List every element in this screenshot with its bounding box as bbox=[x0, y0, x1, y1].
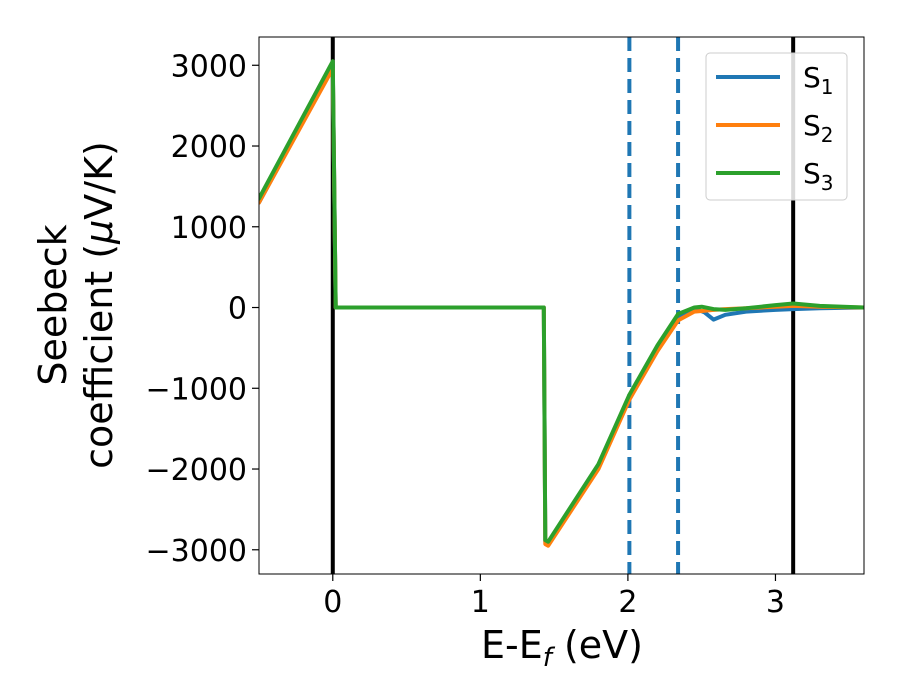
x-axis-label: E-Ef (eV) bbox=[481, 623, 643, 673]
series-line-S3 bbox=[259, 59, 864, 544]
x-axis-ticks: 0 1 2 3 bbox=[323, 574, 785, 620]
x-tick-label: 1 bbox=[471, 585, 490, 620]
y-axis-label: Seebeck coefficient (μV/K) bbox=[31, 141, 121, 469]
y-tick-label: 2000 bbox=[171, 130, 247, 165]
legend-label-S3: S3 bbox=[803, 157, 834, 195]
legend-label-S2: S2 bbox=[803, 109, 834, 147]
x-tick-label: 3 bbox=[766, 585, 785, 620]
y-tick-label: 0 bbox=[228, 292, 247, 327]
y-tick-label: 3000 bbox=[171, 49, 247, 84]
x-tick-label: 2 bbox=[618, 585, 637, 620]
y-tick-label: 1000 bbox=[171, 211, 247, 246]
y-axis-ticks: −3000 −2000 −1000 0 1000 2000 3000 bbox=[146, 49, 259, 569]
y-axis-label-line2: coefficient (μV/K) bbox=[77, 141, 121, 469]
y-tick-label: −1000 bbox=[146, 372, 247, 407]
y-axis-label-line1: Seebeck bbox=[31, 224, 75, 385]
series-group bbox=[259, 59, 864, 548]
legend-label-S1: S1 bbox=[803, 61, 834, 99]
y-tick-label: −2000 bbox=[146, 453, 247, 488]
y-tick-label: −3000 bbox=[146, 534, 247, 569]
plot-frame bbox=[258, 36, 865, 575]
x-tick-label: 0 bbox=[323, 585, 342, 620]
legend: S1 S2 S3 bbox=[705, 52, 848, 201]
